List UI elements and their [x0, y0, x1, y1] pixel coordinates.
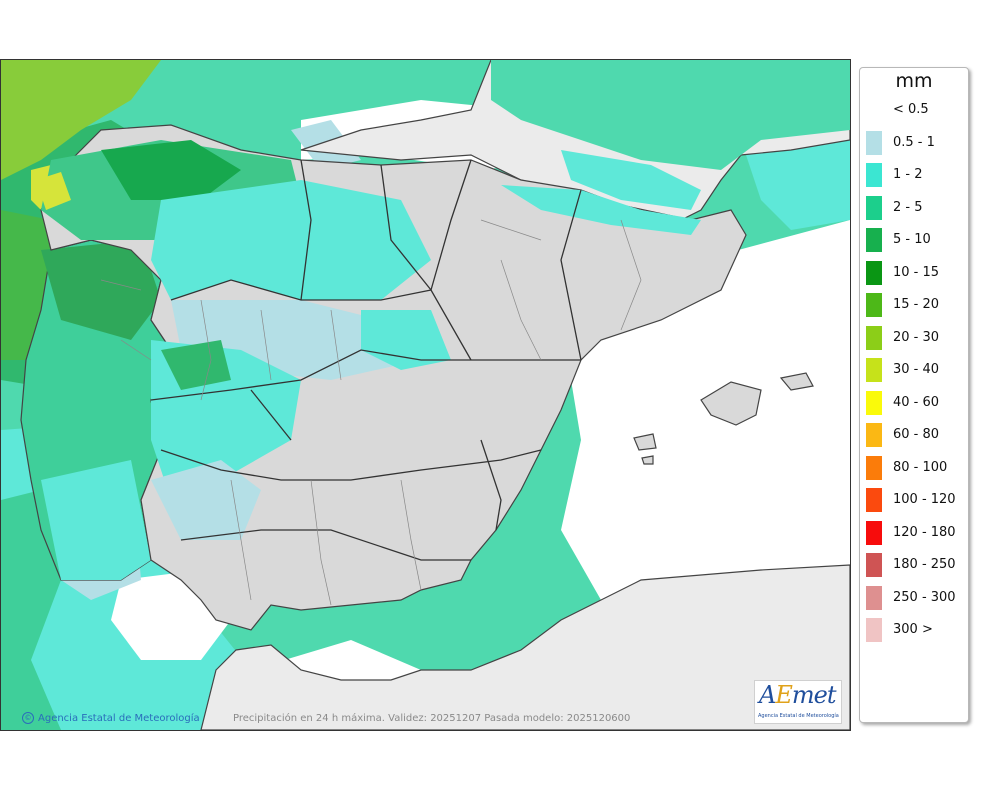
extremadura-field-green: [161, 340, 231, 390]
legend-swatch: [866, 130, 882, 155]
legend-swatch: [866, 195, 882, 220]
legend-swatch: [866, 358, 882, 382]
legend-title: mm: [895, 70, 933, 92]
legend-label: 30 - 40: [893, 362, 940, 377]
legend-label: 5 - 10: [893, 232, 931, 247]
legend-label: 2 - 5: [893, 199, 923, 215]
credit-text: Agencia Estatal de Meteorología: [38, 713, 200, 724]
legend-swatch: [866, 325, 882, 350]
legend-label: 250 - 300: [893, 589, 956, 605]
aemet-logo[interactable]: AEmet Agencia Estatal de Meteorología: [754, 680, 842, 724]
legend-label: < 0.5: [893, 102, 929, 117]
legend-label: 0.5 - 1: [893, 134, 935, 150]
legend-item: 5 - 10: [864, 228, 968, 252]
portugal-south-light: [41, 460, 151, 580]
med-north-field: [741, 130, 850, 230]
legend-swatch: [866, 98, 882, 122]
legend-item: 20 - 30: [864, 325, 968, 350]
legend-item: 1 - 2: [864, 163, 968, 187]
ibiza: [633, 433, 657, 451]
legend-label: 80 - 100: [893, 459, 948, 475]
logo-word-met: met: [791, 681, 837, 709]
logo-word-e: E: [775, 681, 793, 709]
madrid-field: [361, 310, 451, 370]
atlantic-band-lime: [1, 60, 161, 180]
legend-item: 300 >: [864, 618, 968, 642]
legend-item: < 0.5: [864, 98, 968, 122]
legend-label: 1 - 2: [893, 167, 923, 182]
legend-item: 30 - 40: [864, 358, 968, 382]
legend-label: 60 - 80: [893, 427, 940, 442]
legend-swatch: [866, 228, 882, 252]
france-field-light: [561, 150, 701, 210]
legend-item: 60 - 80: [864, 423, 968, 447]
galicia-field-dark: [101, 140, 241, 200]
legend-item: 250 - 300: [864, 585, 968, 610]
legend-swatch: [866, 390, 882, 415]
portugal-north-green: [41, 240, 161, 340]
legend-label: 120 - 180: [893, 524, 956, 540]
legend-swatch: [866, 520, 882, 545]
legend-swatch: [866, 455, 882, 480]
legend-item: 120 - 180: [864, 520, 968, 545]
legend-label: 100 - 120: [893, 492, 956, 507]
castilla-field-light: [151, 180, 431, 300]
map-caption: Precipitación en 24 h máxima. Validez: 2…: [233, 713, 631, 724]
ocean-field-2-5-sw: [1, 490, 61, 730]
legend-swatch: [866, 293, 882, 317]
legend-swatch: [866, 553, 882, 577]
logo-word: AEmet: [759, 681, 837, 709]
legend-item: 80 - 100: [864, 455, 968, 480]
precipitation-legend: mm < 0.5 0.5 - 1 1 - 2 2 - 5 5 - 10 10 - 15 15…: [859, 67, 969, 723]
legend-swatch: [866, 423, 882, 447]
france-field-teal: [491, 60, 850, 170]
legend-swatch: [866, 260, 882, 285]
legend-label: 20 - 30: [893, 329, 940, 345]
copyright-icon: ©: [22, 712, 34, 724]
legend-swatch: [866, 163, 882, 187]
formentera: [641, 455, 654, 465]
legend-item: 2 - 5: [864, 195, 968, 220]
legend-label: 180 - 250: [893, 557, 956, 572]
legend-item: 10 - 15: [864, 260, 968, 285]
legend-item: 15 - 20: [864, 293, 968, 317]
andalucia-field-pale: [151, 460, 261, 540]
agency-credit[interactable]: © Agencia Estatal de Meteorología: [22, 712, 200, 724]
legend-swatch: [866, 585, 882, 610]
galicia-field-yellow: [36, 172, 71, 210]
africa-land: [200, 564, 850, 730]
mallorca: [700, 381, 762, 426]
legend-item: 40 - 60: [864, 390, 968, 415]
legend-label: 300 >: [893, 622, 933, 637]
regional-borders: [150, 159, 582, 561]
legend-item: 100 - 120: [864, 488, 968, 512]
precipitation-map[interactable]: [0, 59, 851, 731]
logo-subtitle: Agencia Estatal de Meteorología: [758, 713, 839, 719]
legend-swatch: [866, 618, 882, 642]
legend-swatch: [866, 488, 882, 512]
legend-item: 180 - 250: [864, 553, 968, 577]
map-canvas: [1, 60, 850, 730]
legend-label: 40 - 60: [893, 394, 940, 410]
menorca: [779, 372, 814, 391]
legend-label: 10 - 15: [893, 264, 940, 280]
pyrenees-field: [501, 185, 701, 235]
province-borders: [100, 219, 642, 606]
logo-word-a: A: [759, 681, 776, 709]
legend-item: 0.5 - 1: [864, 130, 968, 155]
legend-label: 15 - 20: [893, 297, 940, 312]
